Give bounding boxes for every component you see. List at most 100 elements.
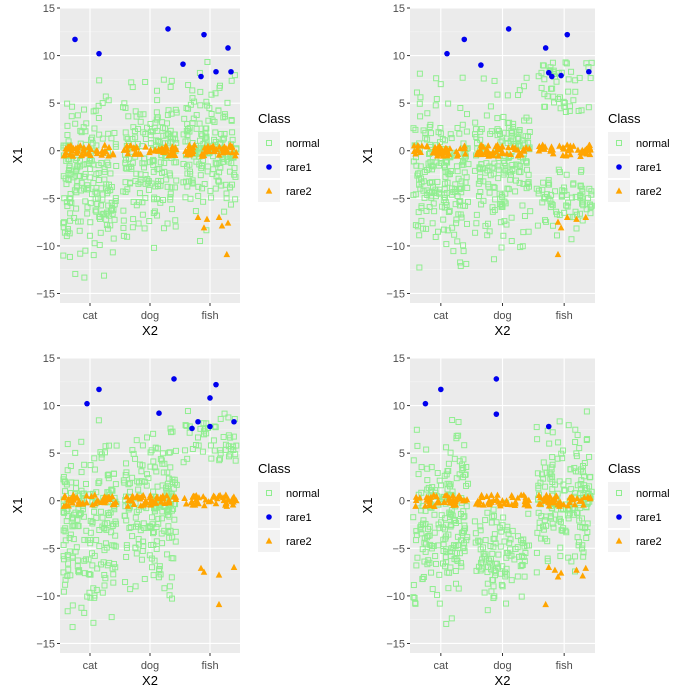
normal-point: [449, 224, 456, 231]
normal-point: [128, 79, 135, 86]
rare1-point: [549, 73, 555, 80]
normal-point: [197, 172, 204, 179]
normal-point: [571, 464, 578, 471]
normal-point: [472, 126, 479, 133]
rare1-point: [213, 381, 219, 388]
normal-point: [436, 186, 443, 193]
normal-point: [432, 553, 439, 560]
rare2-point: [551, 566, 559, 573]
normal-point: [461, 544, 468, 551]
normal-point: [139, 160, 146, 167]
normal-point: [442, 554, 449, 561]
rare2-point: [198, 150, 206, 157]
normal-point: [221, 208, 228, 215]
normal-point: [464, 111, 471, 118]
normal-point: [555, 166, 562, 173]
rare2-point: [553, 492, 560, 499]
rare1-point: [225, 45, 231, 51]
normal-point: [482, 169, 489, 176]
rare2-point: [498, 149, 506, 157]
normal-point: [84, 186, 91, 193]
normal-point: [557, 105, 564, 112]
normal-point: [171, 516, 178, 523]
normal-point: [216, 457, 223, 464]
normal-point: [99, 135, 106, 142]
normal-point: [78, 187, 85, 194]
normal-point: [534, 470, 541, 477]
normal-point: [60, 474, 67, 481]
normal-point: [560, 481, 567, 488]
normal-point: [513, 177, 519, 184]
rare2-point: [74, 147, 82, 154]
normal-point: [512, 545, 519, 552]
normal-point: [71, 214, 78, 221]
rare1-point: [165, 26, 171, 32]
rare2-point: [91, 491, 99, 498]
normal-point: [413, 89, 420, 96]
rare2-point: [200, 568, 208, 575]
normal-point: [112, 543, 119, 550]
normal-point: [81, 274, 88, 281]
normal-point: [165, 107, 172, 114]
normal-point: [136, 199, 143, 206]
normal-point: [164, 183, 171, 190]
normal-point: [196, 145, 203, 152]
normal-point: [95, 170, 102, 177]
rare1-point: [84, 400, 90, 407]
normal-point: [109, 565, 116, 572]
normal-point: [447, 481, 454, 488]
normal-point: [79, 490, 86, 497]
normal-point: [441, 191, 448, 198]
normal-point: [492, 560, 499, 567]
normal-point: [551, 99, 558, 106]
normal-point: [447, 564, 454, 571]
normal-point: [499, 563, 506, 570]
normal-point: [524, 166, 531, 173]
normal-point: [98, 454, 105, 461]
rare2-point: [573, 215, 580, 222]
normal-point: [81, 185, 88, 192]
normal-point: [126, 488, 133, 495]
rare2-point: [62, 148, 70, 156]
rare2-point: [414, 141, 422, 149]
normal-point: [556, 478, 563, 485]
normal-point: [412, 126, 419, 133]
normal-point: [497, 543, 504, 550]
normal-point: [579, 195, 586, 202]
normal-point: [136, 190, 143, 197]
normal-point: [494, 163, 501, 170]
rare2-point: [570, 142, 577, 149]
normal-point: [432, 193, 439, 200]
normal-point: [204, 102, 211, 109]
normal-point: [159, 197, 166, 204]
normal-point: [456, 202, 463, 209]
normal-point: [180, 131, 187, 138]
normal-point: [167, 464, 174, 471]
normal-point: [102, 443, 109, 450]
normal-point: [413, 562, 420, 569]
normal-point: [436, 571, 443, 578]
normal-point: [104, 520, 111, 527]
normal-point: [60, 553, 67, 560]
normal-point: [137, 171, 144, 178]
normal-point: [146, 218, 153, 225]
rare2-point: [161, 499, 168, 507]
rare2-point: [554, 573, 562, 580]
normal-point: [78, 129, 85, 136]
rare1-point: [478, 62, 484, 68]
normal-point: [477, 174, 484, 181]
normal-point: [494, 115, 501, 122]
x-axis-title: X2: [495, 673, 511, 688]
normal-point: [95, 176, 102, 183]
normal-point: [549, 85, 556, 92]
legend-symbol-normal: [616, 140, 622, 146]
normal-point: [508, 172, 515, 179]
rare2-point: [203, 215, 211, 222]
normal-point: [454, 124, 461, 131]
normal-point: [574, 510, 581, 517]
rare2-point: [200, 224, 208, 231]
normal-point: [104, 489, 111, 496]
normal-point: [112, 141, 119, 148]
normal-point: [445, 208, 452, 215]
legend-symbol-rare2: [265, 537, 273, 544]
